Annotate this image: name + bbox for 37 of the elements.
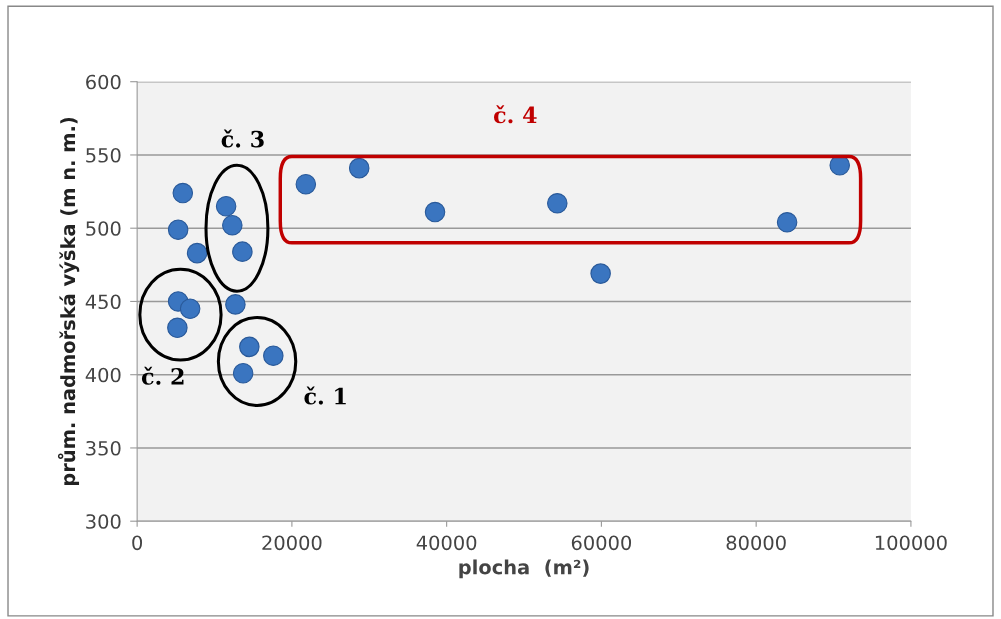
point <box>263 345 284 366</box>
x-tick-label: 80000 <box>726 535 786 551</box>
x-tick-label: 40000 <box>416 535 477 551</box>
point <box>215 195 237 217</box>
x-tick-label: 0 <box>132 535 143 551</box>
point <box>424 201 446 223</box>
y-tick-label: 400 <box>85 367 121 383</box>
point <box>590 263 611 284</box>
point <box>225 294 246 315</box>
y-axis-title: prům. nadmořská výška (m n. m.) <box>57 117 80 486</box>
y-tick-label: 500 <box>86 221 121 236</box>
point <box>295 173 317 195</box>
x-tick-label: 100000 <box>875 535 947 551</box>
y-tick-label: 550 <box>86 147 121 163</box>
annotation: č. 4 <box>493 105 537 124</box>
point <box>172 182 194 204</box>
x-axis-title: plocha (m²) <box>459 559 589 579</box>
point <box>232 362 254 384</box>
point <box>232 241 253 262</box>
y-tick-label: 600 <box>86 74 121 90</box>
point <box>167 317 188 339</box>
point <box>186 242 208 264</box>
y-tick-label: 350 <box>86 440 121 456</box>
annotation: č. 2 <box>141 366 184 385</box>
y-tick-label: 300 <box>86 514 121 529</box>
x-tick-label: 60000 <box>571 535 632 551</box>
point <box>167 219 189 240</box>
x-tick-label: 20000 <box>262 535 322 551</box>
annotation: č. 3 <box>221 129 264 148</box>
point <box>547 193 568 214</box>
point <box>239 336 260 358</box>
point <box>222 214 243 236</box>
point <box>776 212 798 233</box>
annotation: č. 1 <box>304 386 346 405</box>
y-tick-label: 450 <box>85 294 121 310</box>
point <box>179 298 201 320</box>
point <box>348 157 370 179</box>
